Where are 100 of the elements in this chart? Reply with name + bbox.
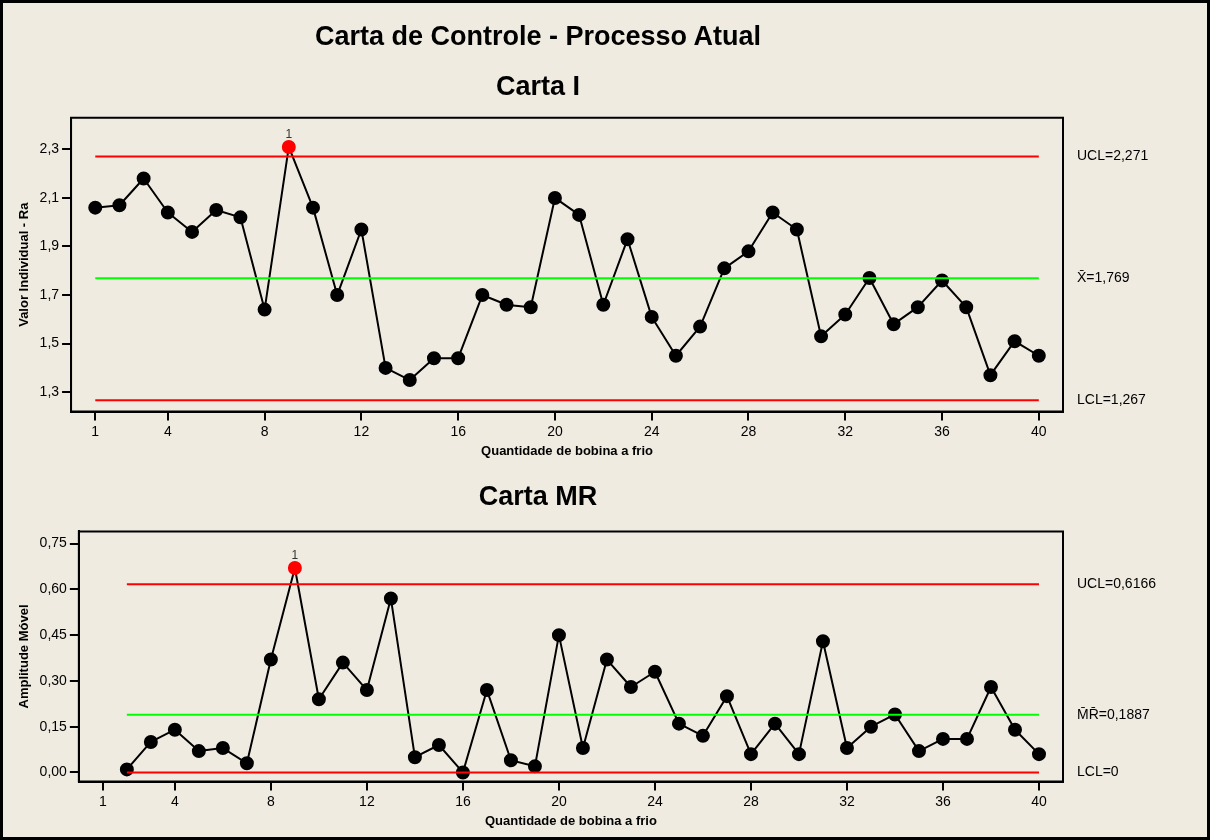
point: [547, 190, 562, 205]
x-tick-label: 36: [934, 422, 951, 439]
x-tick-label: 32: [839, 792, 855, 809]
point: [815, 634, 830, 649]
point: [910, 300, 925, 315]
point: [572, 207, 587, 222]
point: [451, 351, 466, 366]
point: [695, 728, 710, 743]
x-axis-title: Quantidade de bobina a frio: [481, 442, 654, 458]
point: [479, 683, 494, 698]
x-tick-label: 20: [547, 422, 563, 439]
point: [215, 741, 230, 756]
x-tick-label: 8: [266, 792, 275, 809]
point: [1032, 747, 1046, 762]
y-tick-label: 0,00: [39, 763, 68, 780]
point: [623, 680, 638, 695]
x-tick-label: 20: [551, 792, 567, 809]
point: [330, 288, 345, 303]
point: [359, 683, 374, 698]
point: [1007, 334, 1022, 349]
x-tick-label: 24: [643, 422, 660, 439]
x-tick-label: 16: [450, 422, 467, 439]
point: [575, 741, 590, 756]
point: [838, 307, 853, 322]
point: [983, 368, 998, 383]
point: [959, 731, 974, 746]
point: [402, 373, 417, 388]
point: [647, 664, 662, 679]
y-tick-label: 2,3: [39, 140, 60, 157]
point: [143, 734, 158, 749]
point: [717, 261, 732, 276]
point: [88, 200, 103, 215]
point: [407, 750, 422, 765]
ref-line-label: M̄R̄=0,1887: [1077, 705, 1150, 722]
point: [475, 288, 490, 303]
y-tick-label: 1,9: [39, 237, 60, 254]
point: [741, 244, 756, 259]
x-tick-label: 36: [935, 792, 951, 809]
ref-line-label: LCL=1,267: [1077, 391, 1147, 408]
point: [1031, 348, 1046, 363]
x-tick-label: 1: [98, 792, 107, 809]
point: [354, 222, 369, 237]
y-tick-label: 2,1: [39, 188, 60, 205]
point: [719, 689, 734, 704]
point: [499, 297, 514, 312]
point: [160, 205, 175, 220]
ref-line-label: LCL=0: [1077, 763, 1119, 780]
point: [814, 329, 829, 344]
point: [767, 716, 782, 731]
point: [306, 200, 320, 215]
y-axis-title: Amplitude Móvel: [16, 604, 32, 709]
y-tick-label: 1,3: [39, 383, 60, 400]
y-tick-label: 1,7: [39, 285, 60, 302]
point: [791, 747, 806, 762]
point: [886, 317, 901, 332]
point: [911, 744, 926, 759]
point: [693, 319, 708, 334]
point: [191, 744, 206, 759]
ref-line-label: UCL=0,6166: [1077, 575, 1157, 592]
point: [239, 756, 254, 771]
point: [233, 210, 248, 225]
point: [263, 652, 278, 667]
chart-title: Carta MR: [478, 480, 598, 511]
y-tick-label: 0,45: [39, 626, 68, 642]
x-tick-label: 4: [163, 422, 172, 439]
x-tick-label: 40: [1031, 422, 1047, 439]
y-tick-label: 0,60: [39, 580, 68, 597]
point: [523, 300, 538, 315]
x-tick-label: 12: [353, 422, 370, 439]
point: [136, 171, 151, 186]
x-tick-label: 4: [170, 792, 179, 809]
x-tick-label: 12: [359, 792, 375, 809]
point: [671, 716, 686, 731]
point: [551, 628, 566, 643]
point: [527, 759, 542, 774]
point: [839, 741, 854, 756]
point: [599, 652, 614, 667]
point: [620, 232, 635, 247]
point: [765, 205, 780, 220]
point: [311, 692, 326, 707]
chart-title: Carta de Controle - Processo Atual: [314, 20, 762, 51]
x-tick-label: 8: [260, 422, 269, 439]
x-tick-label: 40: [1031, 792, 1047, 809]
chart-subtitle: Carta I: [495, 71, 581, 102]
y-tick-label: 0,30: [39, 671, 68, 688]
point: [863, 719, 878, 734]
point: [335, 655, 350, 670]
point: [596, 297, 611, 312]
y-tick-label: 1,5: [39, 334, 60, 351]
point: [1007, 722, 1022, 737]
ref-line-label: X̄=1,769: [1077, 269, 1130, 286]
x-tick-label: 24: [647, 792, 663, 809]
x-axis-title: Quantidade de bobina a frio: [484, 812, 657, 828]
point: [209, 203, 224, 218]
point: [426, 351, 441, 366]
point: [743, 747, 758, 762]
y-tick-label: 0,75: [39, 534, 68, 551]
point: [668, 348, 683, 363]
point: [112, 198, 127, 213]
x-tick-label: 16: [455, 792, 471, 809]
